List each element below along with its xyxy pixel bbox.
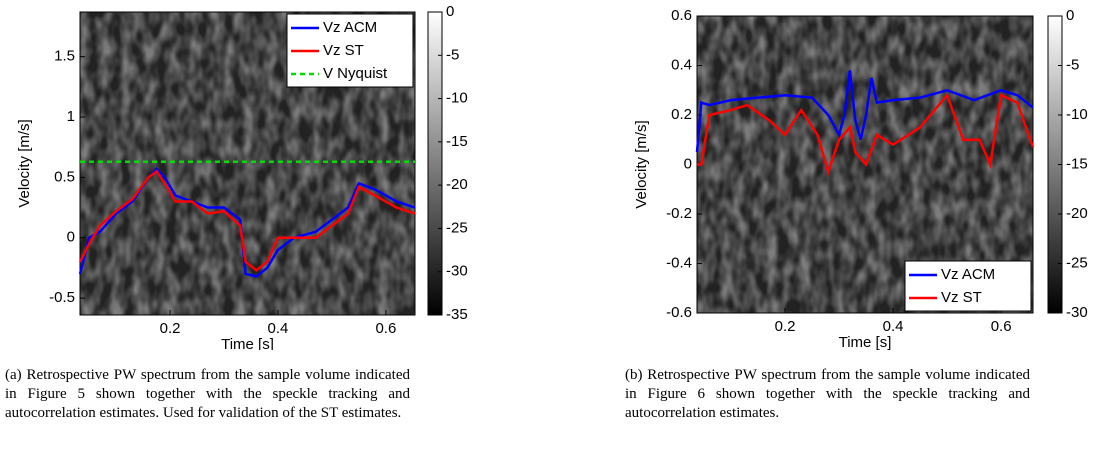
colorbar bbox=[427, 11, 443, 316]
colorbar-tick-label: -15 bbox=[1066, 155, 1088, 172]
colorbar-tick-label: -35 bbox=[446, 306, 468, 323]
y-tick-label: 0 bbox=[67, 229, 75, 246]
series-line bbox=[78, 167, 416, 278]
colorbar-tick-label: 0 bbox=[446, 3, 454, 20]
x-tick-label: 0.4 bbox=[268, 320, 289, 337]
legend-label: Vz ACM bbox=[323, 19, 377, 36]
x-tick-label: 0.6 bbox=[991, 318, 1012, 335]
y-tick-label: -0.4 bbox=[666, 254, 692, 271]
colorbar-tick-label: -10 bbox=[446, 90, 468, 107]
colorbar-tick-label: -30 bbox=[446, 263, 468, 280]
y-axis-label: Velocity [m/s] bbox=[16, 119, 33, 207]
series-line bbox=[695, 70, 1034, 153]
y-tick-label: 0.5 bbox=[54, 168, 75, 185]
colorbar-tick-label: -20 bbox=[1066, 205, 1088, 222]
legend-label: Vz ST bbox=[941, 289, 982, 306]
y-tick-label: 1 bbox=[67, 108, 75, 125]
series-line bbox=[697, 92, 1035, 177]
colorbar-tick-label: -10 bbox=[1066, 106, 1088, 123]
y-tick-label: -0.5 bbox=[49, 289, 75, 306]
colorbar-tick-label: -25 bbox=[1066, 254, 1088, 271]
y-tick-label: 0.4 bbox=[671, 56, 692, 73]
plot-frame bbox=[79, 11, 416, 316]
y-tick-label: 0.6 bbox=[671, 7, 692, 24]
y-tick-label: 1.5 bbox=[54, 48, 75, 65]
figure: 0.2 0.4 0.6 -0.5 0 0.5 1 1.5 Time [s] Velocity [m… bbox=[16, 3, 1088, 350]
y-tick-label: 0.2 bbox=[671, 106, 692, 123]
y-tick-label: -0.2 bbox=[666, 205, 692, 222]
y-tick-label: 0 bbox=[684, 155, 692, 172]
y-axis-label: Velocity [m/s] bbox=[633, 120, 650, 208]
x-tick-label: 0.2 bbox=[160, 320, 181, 337]
x-tick-label: 0.2 bbox=[775, 318, 796, 335]
colorbar-tick-label: -20 bbox=[446, 176, 468, 193]
colorbar-tick-label: -15 bbox=[446, 133, 468, 150]
colorbar-tick-label: -5 bbox=[446, 46, 459, 63]
legend-label: Vz ST bbox=[323, 42, 364, 59]
colorbar-tick-label: 0 bbox=[1066, 7, 1074, 24]
legend-box bbox=[286, 13, 414, 88]
x-tick-label: 0.6 bbox=[375, 320, 396, 337]
colorbar-tick-label: -30 bbox=[1066, 304, 1088, 321]
x-axis-label: Time [s] bbox=[221, 336, 274, 350]
caption: (b) Retrospective PW spectrum from the s… bbox=[625, 367, 1030, 421]
y-tick-label: -0.6 bbox=[666, 304, 692, 321]
x-axis-label: Time [s] bbox=[839, 334, 892, 350]
series-line bbox=[78, 169, 416, 272]
colorbar-tick-label: -25 bbox=[446, 219, 468, 236]
x-tick-label: 0.4 bbox=[883, 318, 904, 335]
legend-label: Vz ACM bbox=[941, 266, 995, 283]
caption: (a) Retrospective PW spectrum from the s… bbox=[5, 367, 410, 421]
legend-box bbox=[904, 260, 1032, 312]
legend-label: V Nyquist bbox=[323, 65, 388, 82]
colorbar-tick-label: -5 bbox=[1066, 56, 1079, 73]
